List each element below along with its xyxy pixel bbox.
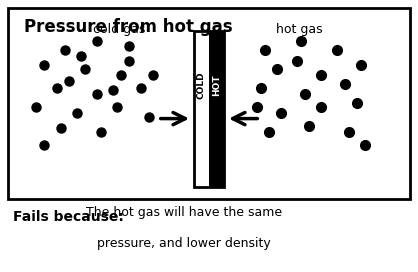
Text: HOT: HOT <box>212 75 221 97</box>
Text: cold gas: cold gas <box>92 23 145 36</box>
Text: The hot gas will have the same: The hot gas will have the same <box>86 206 282 219</box>
Bar <box>209 31 224 187</box>
Text: pressure, and lower density: pressure, and lower density <box>97 237 271 250</box>
Text: Fails because:: Fails because: <box>13 209 123 224</box>
Bar <box>194 31 224 187</box>
Text: COLD: COLD <box>197 72 206 100</box>
Text: hot gas: hot gas <box>276 23 323 36</box>
Bar <box>194 31 209 187</box>
Text: Pressure from hot gas: Pressure from hot gas <box>24 18 233 36</box>
